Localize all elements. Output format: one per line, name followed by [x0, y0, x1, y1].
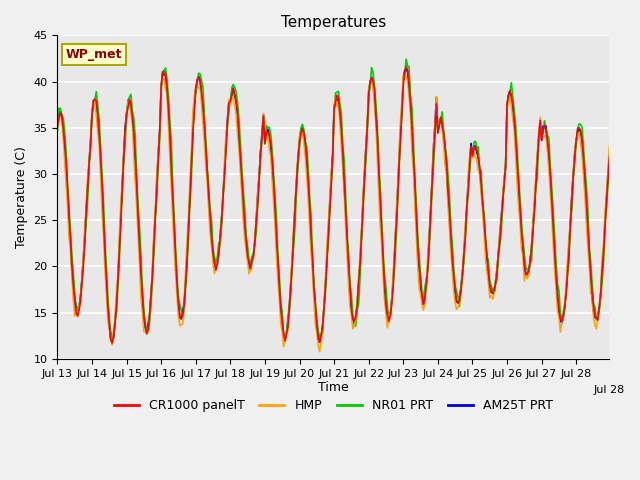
AM25T PRT: [108, 337, 116, 343]
NR01 PRT: [604, 182, 612, 188]
CR1000 panelT: [90, 98, 97, 104]
CR1000 panelT: [605, 154, 613, 160]
NR01 PRT: [339, 142, 347, 148]
AM25T PRT: [450, 278, 458, 284]
NR01 PRT: [316, 336, 324, 341]
NR01 PRT: [605, 166, 613, 172]
Title: Temperatures: Temperatures: [281, 15, 386, 30]
AM25T PRT: [605, 154, 613, 159]
HMP: [401, 72, 408, 78]
Line: HMP: HMP: [58, 75, 609, 352]
HMP: [90, 98, 97, 104]
HMP: [54, 126, 61, 132]
CR1000 panelT: [532, 181, 540, 187]
NR01 PRT: [90, 105, 97, 110]
NR01 PRT: [450, 266, 458, 272]
NR01 PRT: [54, 129, 61, 134]
HMP: [339, 165, 347, 170]
AM25T PRT: [339, 155, 347, 161]
HMP: [450, 287, 458, 293]
AM25T PRT: [72, 303, 80, 309]
Line: AM25T PRT: AM25T PRT: [58, 69, 609, 340]
Line: CR1000 panelT: CR1000 panelT: [58, 67, 609, 343]
HMP: [316, 349, 324, 355]
AM25T PRT: [604, 171, 612, 177]
CR1000 panelT: [54, 123, 61, 129]
CR1000 panelT: [72, 310, 80, 316]
Text: WP_met: WP_met: [66, 48, 122, 61]
NR01 PRT: [532, 181, 540, 187]
NR01 PRT: [72, 308, 80, 313]
AM25T PRT: [90, 97, 97, 103]
CR1000 panelT: [403, 64, 410, 70]
AM25T PRT: [54, 124, 61, 130]
NR01 PRT: [403, 56, 410, 62]
AM25T PRT: [403, 66, 410, 72]
HMP: [604, 168, 612, 173]
HMP: [605, 143, 613, 149]
HMP: [532, 174, 540, 180]
Text: Jul 28: Jul 28: [594, 385, 625, 395]
Legend: CR1000 panelT, HMP, NR01 PRT, AM25T PRT: CR1000 panelT, HMP, NR01 PRT, AM25T PRT: [109, 395, 558, 418]
Line: NR01 PRT: NR01 PRT: [58, 59, 609, 338]
CR1000 panelT: [450, 273, 458, 279]
CR1000 panelT: [339, 149, 347, 155]
HMP: [72, 309, 80, 314]
AM25T PRT: [532, 178, 540, 183]
Y-axis label: Temperature (C): Temperature (C): [15, 146, 28, 248]
CR1000 panelT: [604, 178, 612, 183]
X-axis label: Time: Time: [318, 382, 349, 395]
CR1000 panelT: [108, 340, 116, 346]
